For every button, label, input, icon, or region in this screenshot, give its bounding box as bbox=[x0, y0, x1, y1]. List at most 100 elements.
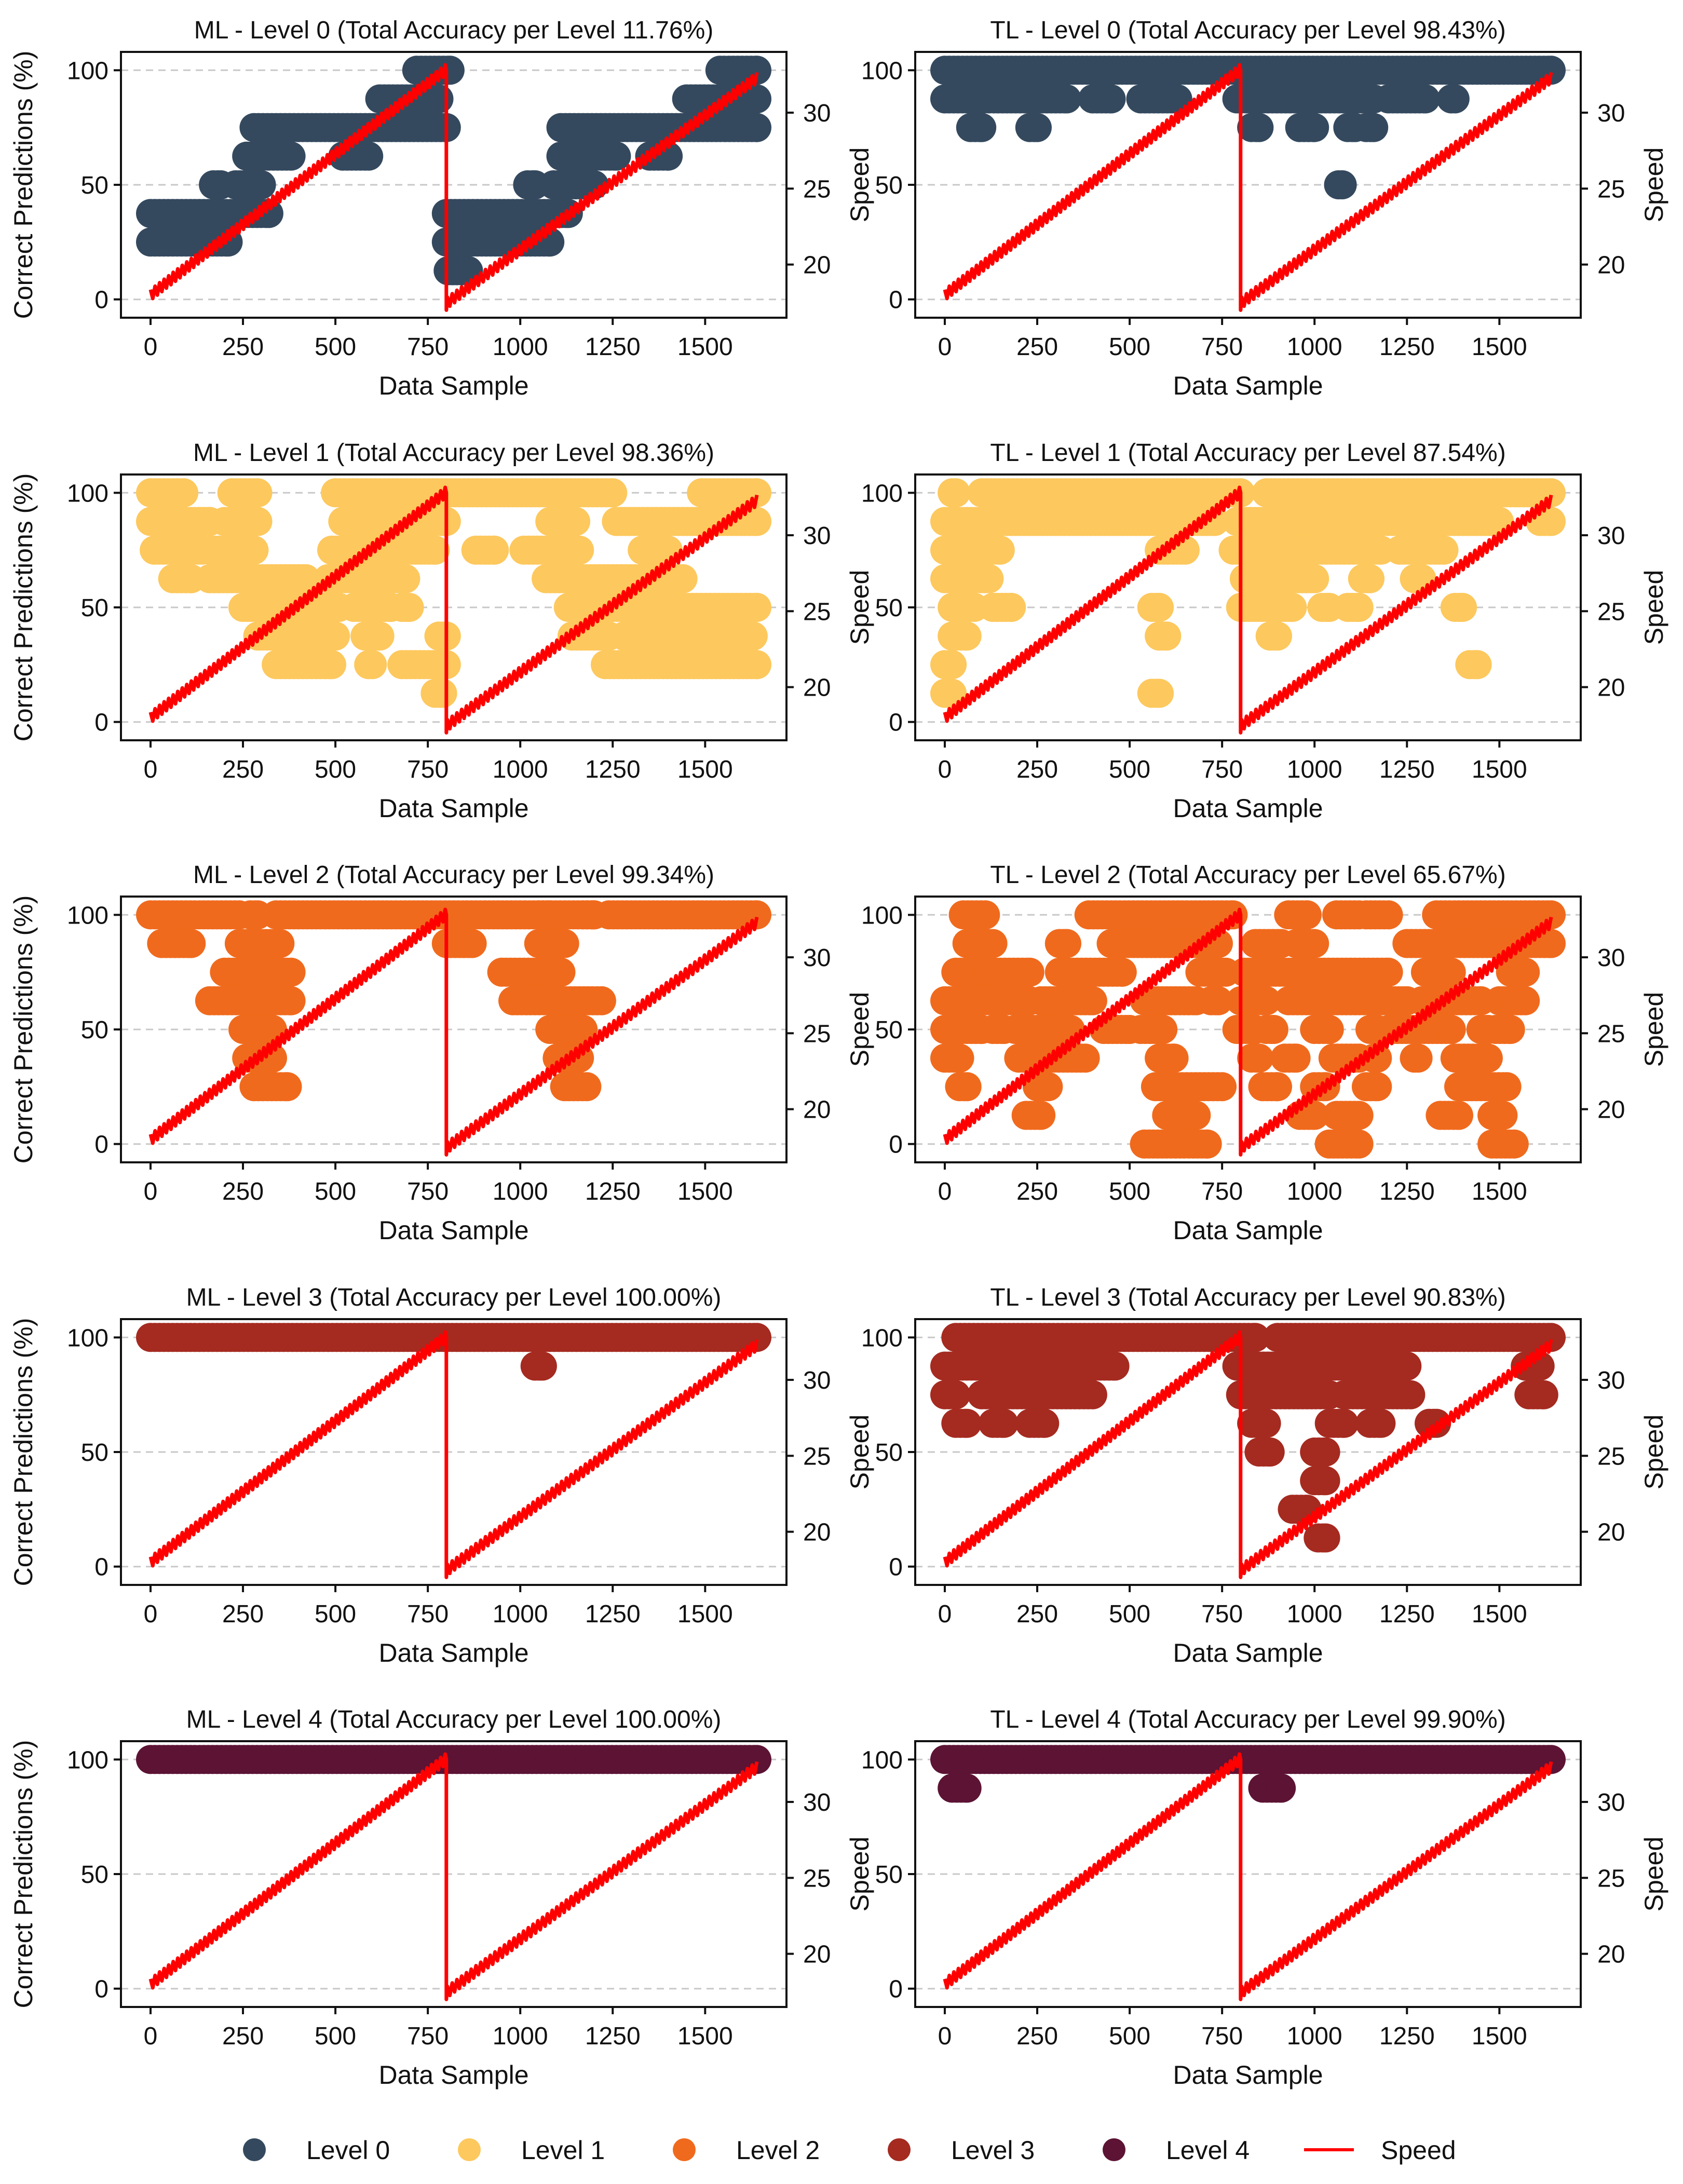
right-axis-label: Speed bbox=[845, 1415, 874, 1490]
data-point bbox=[1052, 929, 1081, 958]
data-point bbox=[978, 929, 1008, 958]
x-tick-label: 750 bbox=[407, 1600, 449, 1628]
data-point bbox=[742, 478, 771, 508]
legend-marker-circle bbox=[458, 2138, 481, 2161]
left-axis-label: Correct Predictions (%) bbox=[9, 51, 38, 319]
x-tick-label: 750 bbox=[1201, 1600, 1243, 1628]
y-tick-label: 50 bbox=[875, 1439, 903, 1467]
x-tick-label: 1250 bbox=[585, 1178, 641, 1205]
data-point bbox=[420, 535, 450, 565]
series-y-75 bbox=[140, 535, 683, 565]
data-point bbox=[1436, 957, 1466, 987]
data-point bbox=[989, 1408, 1019, 1438]
data-point bbox=[1241, 1323, 1270, 1352]
data-point bbox=[1488, 1101, 1518, 1130]
series-y-87.5 bbox=[136, 507, 771, 536]
x-tick-label: 0 bbox=[144, 1600, 158, 1628]
data-point bbox=[1355, 564, 1385, 593]
data-point bbox=[1329, 1408, 1359, 1438]
panel-4: 0 250 500 750 1000 1250 1500 0 50 100 20 25 30 ML - L… bbox=[9, 861, 874, 1245]
data-point bbox=[742, 1745, 771, 1774]
data-point bbox=[276, 141, 306, 171]
data-point bbox=[1148, 1015, 1178, 1044]
data-point bbox=[1462, 650, 1492, 680]
plot-area bbox=[930, 1745, 1566, 2001]
x-tick-label: 0 bbox=[144, 1178, 158, 1205]
speed-tick-label: 30 bbox=[803, 522, 831, 550]
data-point bbox=[742, 507, 771, 536]
speed-tick-label: 25 bbox=[1597, 1443, 1625, 1470]
data-point bbox=[985, 535, 1015, 565]
data-point bbox=[1496, 1015, 1525, 1044]
series-y-50 bbox=[199, 170, 609, 199]
speed-tick-label: 25 bbox=[803, 1020, 831, 1048]
speed-line bbox=[943, 1752, 1553, 2001]
x-axis-label: Data Sample bbox=[378, 794, 528, 823]
speed-tick-label: 20 bbox=[1597, 1941, 1625, 1969]
data-point bbox=[1344, 593, 1374, 622]
left-axis-label: Correct Predictions (%) bbox=[9, 1740, 38, 2009]
x-tick-label: 1500 bbox=[1472, 2023, 1527, 2050]
speed-tick-label: 30 bbox=[803, 1367, 831, 1394]
data-point bbox=[1100, 1351, 1130, 1381]
series-y-87.5 bbox=[930, 507, 1566, 536]
series-y-50 bbox=[1244, 1437, 1340, 1467]
legend-label: Speed bbox=[1381, 2136, 1456, 2165]
data-point bbox=[1263, 1072, 1292, 1102]
data-point bbox=[1374, 900, 1403, 930]
data-point bbox=[247, 170, 276, 199]
x-tick-label: 1000 bbox=[1287, 756, 1342, 783]
data-point bbox=[1300, 113, 1329, 142]
series-y-0 bbox=[1130, 1129, 1529, 1159]
panel-1: 0 250 500 750 1000 1250 1500 0 50 100 20 25 30 TL - L… bbox=[861, 17, 1668, 400]
plot-area bbox=[136, 1745, 771, 2001]
series-y-100 bbox=[941, 1323, 1566, 1352]
data-point bbox=[1473, 1043, 1503, 1073]
speed-line bbox=[943, 907, 1553, 1157]
series-y-25 bbox=[930, 650, 1492, 680]
legend-label: Level 4 bbox=[1166, 2136, 1250, 2165]
data-point bbox=[1300, 929, 1329, 958]
data-point bbox=[1374, 957, 1403, 987]
data-point bbox=[365, 621, 395, 651]
x-axis-label: Data Sample bbox=[378, 2060, 528, 2090]
legend-label: Level 3 bbox=[951, 2136, 1035, 2165]
x-tick-label: 0 bbox=[938, 333, 952, 361]
speed-tick-label: 25 bbox=[1597, 1865, 1625, 1892]
x-tick-label: 500 bbox=[1109, 2023, 1150, 2050]
y-tick-label: 100 bbox=[67, 480, 108, 507]
data-point bbox=[668, 564, 698, 593]
x-tick-label: 750 bbox=[407, 333, 449, 361]
x-tick-label: 250 bbox=[1016, 756, 1058, 783]
x-tick-label: 1000 bbox=[1287, 333, 1342, 361]
y-tick-label: 100 bbox=[67, 1324, 108, 1352]
data-point bbox=[1499, 1129, 1529, 1159]
speed-tick-label: 25 bbox=[1597, 1020, 1625, 1048]
y-tick-label: 100 bbox=[67, 1746, 108, 1774]
data-point bbox=[967, 113, 997, 142]
series-y-37.5 bbox=[136, 199, 583, 228]
right-axis-label: Speed bbox=[1639, 992, 1668, 1067]
data-point bbox=[1511, 986, 1540, 1015]
data-point bbox=[997, 593, 1026, 622]
y-tick-label: 0 bbox=[889, 1976, 903, 2003]
data-point bbox=[276, 986, 306, 1015]
y-tick-label: 0 bbox=[94, 287, 108, 314]
series-y-62.5 bbox=[930, 986, 1540, 1015]
y-tick-label: 50 bbox=[875, 1016, 903, 1044]
x-tick-label: 750 bbox=[1201, 333, 1243, 361]
y-tick-label: 50 bbox=[81, 172, 108, 199]
y-tick-label: 0 bbox=[94, 1554, 108, 1581]
data-point bbox=[1293, 900, 1322, 930]
series-y-12.5 bbox=[1011, 1101, 1518, 1130]
speed-line bbox=[943, 485, 1553, 735]
speed-tick-label: 20 bbox=[1597, 674, 1625, 702]
series-y-100 bbox=[136, 900, 771, 930]
x-tick-label: 1500 bbox=[677, 2023, 733, 2050]
series-y-100 bbox=[948, 900, 1566, 930]
panel-8: 0 250 500 750 1000 1250 1500 0 50 100 20 25 30 ML - L… bbox=[9, 1706, 874, 2090]
right-axis-label: Speed bbox=[1639, 1415, 1668, 1490]
speed-line bbox=[148, 907, 759, 1157]
data-point bbox=[1311, 1523, 1340, 1553]
